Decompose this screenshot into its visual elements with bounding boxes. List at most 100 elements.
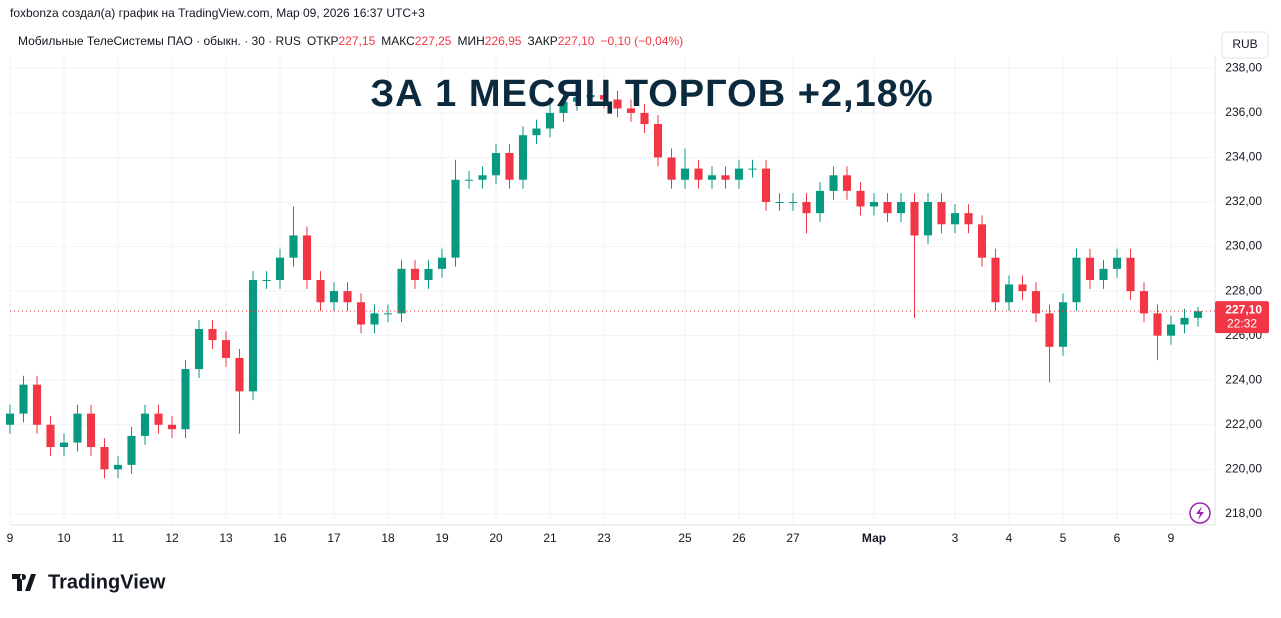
annotation: ЗА 1 МЕСЯЦ ТОРГОВ +2,18% xyxy=(370,73,933,115)
candle-body xyxy=(1112,257,1122,269)
candle-body xyxy=(343,291,352,303)
y-tick-label: 218,00 xyxy=(1225,506,1262,520)
candle-body xyxy=(802,202,811,214)
candle-body xyxy=(910,202,919,236)
y-tick-label: 228,00 xyxy=(1225,283,1262,297)
candle-body xyxy=(1072,257,1081,303)
candle-body xyxy=(829,175,838,191)
y-tick-label: 230,00 xyxy=(1225,239,1262,253)
candle-body xyxy=(1193,311,1203,318)
legend-change: −0,10 (−0,04%) xyxy=(600,34,683,48)
y-tick-label: 222,00 xyxy=(1225,417,1262,431)
candle-body xyxy=(262,279,271,281)
candle-body xyxy=(167,424,177,430)
candle-body xyxy=(869,202,879,207)
candle-body xyxy=(788,202,798,204)
candle-body xyxy=(154,413,163,425)
x-tick-label: 12 xyxy=(165,531,179,545)
candle-body xyxy=(140,413,150,436)
candle-body xyxy=(1085,257,1095,280)
x-tick-label: 9 xyxy=(1168,531,1175,545)
candle-body xyxy=(613,99,622,109)
currency-box[interactable] xyxy=(1221,31,1269,59)
candle-body xyxy=(302,235,312,280)
candle-body xyxy=(491,153,501,176)
x-tick-label: 6 xyxy=(1114,531,1121,545)
candle-body xyxy=(667,157,676,180)
candle-body xyxy=(950,213,960,225)
candle-body xyxy=(991,257,1000,303)
x-tick-label: 16 xyxy=(273,531,287,545)
lightning-glyph xyxy=(1196,506,1204,520)
candle-body xyxy=(694,168,703,180)
legend-low: 226,95 xyxy=(485,34,522,48)
candle-body xyxy=(977,224,987,258)
countdown: 22:32 xyxy=(1227,316,1257,330)
candle-body xyxy=(86,413,96,448)
candle-body xyxy=(923,202,933,236)
candle-body xyxy=(235,357,244,392)
x-tick-label: Мар xyxy=(862,531,886,545)
candle-body xyxy=(356,302,366,325)
y-tick-label: 236,00 xyxy=(1225,105,1262,119)
x-tick-label: 17 xyxy=(327,531,341,545)
candle-body xyxy=(451,179,460,258)
candle-body xyxy=(680,168,690,180)
x-tick-label: 5 xyxy=(1060,531,1067,545)
legend-text: Мобильные ТелеСистемы ПАО · обыкн. · 30 … xyxy=(18,34,683,48)
candle-body xyxy=(1099,268,1108,280)
legend-close: 227,10 xyxy=(558,34,595,48)
candle-body xyxy=(194,328,204,370)
legend-close-label: ЗАКР xyxy=(527,34,557,48)
x-tick-label: 4 xyxy=(1006,531,1013,545)
x-tick-label: 3 xyxy=(952,531,959,545)
x-tick-label: 13 xyxy=(219,531,233,545)
candle-body xyxy=(127,435,136,465)
legend-high: 227,25 xyxy=(415,34,452,48)
candle-body xyxy=(518,135,528,180)
legend-symbol: Мобильные ТелеСистемы ПАО · обыкн. · 30 … xyxy=(18,34,301,48)
plot xyxy=(5,86,1215,479)
candle-body xyxy=(478,175,487,180)
candle-body xyxy=(734,168,744,180)
candle-body xyxy=(545,112,555,129)
legend-open: 227,15 xyxy=(339,34,376,48)
x-tick-label: 23 xyxy=(597,531,611,545)
candle-body xyxy=(59,442,69,448)
candle-body xyxy=(505,153,514,180)
candle-body xyxy=(842,175,852,191)
candle-body xyxy=(626,108,636,113)
candle-body xyxy=(815,190,825,214)
currency: RUB xyxy=(1232,37,1257,51)
candle-body xyxy=(883,202,892,214)
candle-body xyxy=(289,235,298,258)
candle-body xyxy=(1031,291,1041,314)
candle-body xyxy=(572,97,582,102)
x-tick-label: 26 xyxy=(732,531,746,545)
candle-body xyxy=(410,268,420,280)
candle-body xyxy=(1058,302,1068,347)
candle-body xyxy=(5,413,15,425)
candle-body xyxy=(707,175,717,180)
candle-body xyxy=(1004,284,1014,303)
legend-open-label: ОТКР xyxy=(307,34,339,48)
candle-body xyxy=(181,369,190,430)
y-tick-label: 232,00 xyxy=(1225,194,1262,208)
candle-body xyxy=(1180,317,1189,325)
candle-body xyxy=(316,279,325,303)
candle-body xyxy=(964,213,973,225)
y-tick-label: 238,00 xyxy=(1225,61,1262,75)
candle-body xyxy=(586,95,595,98)
candle-body xyxy=(464,179,474,181)
candle-body xyxy=(937,202,946,225)
x-tick-label: 11 xyxy=(112,531,125,545)
last-price-box xyxy=(1215,301,1269,334)
logo-text: TradingView xyxy=(48,571,166,593)
candle-body xyxy=(775,202,784,204)
candle-body xyxy=(46,424,55,448)
candle-body xyxy=(599,95,609,100)
candle-body xyxy=(32,384,42,425)
candle-body xyxy=(113,464,123,470)
